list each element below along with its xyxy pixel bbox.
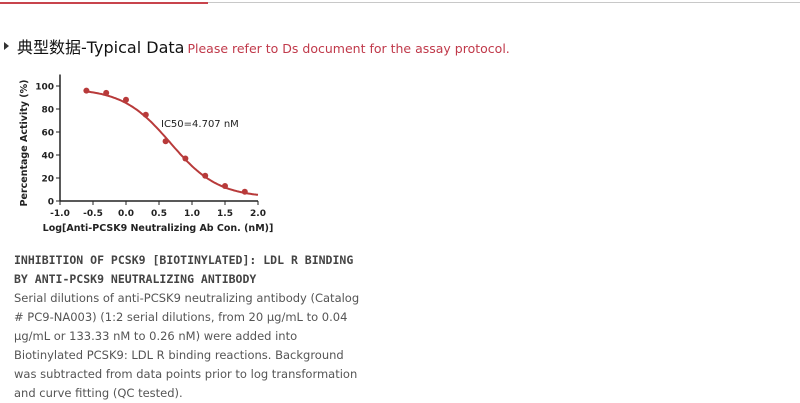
section-heading: 典型数据-Typical Data Please refer to Ds docu… — [4, 34, 510, 58]
figure-caption: INHIBITION OF PCSK9 [BIOTINYLATED]: LDL … — [14, 251, 364, 403]
data-point — [182, 155, 189, 162]
y-tick-label: 40 — [41, 152, 54, 162]
y-tick-label: 60 — [41, 129, 54, 139]
x-tick-label: -0.5 — [83, 209, 103, 219]
x-tick-label: -1.0 — [50, 209, 70, 219]
data-point — [222, 183, 228, 190]
data-point — [103, 89, 110, 96]
data-point — [123, 96, 129, 103]
bullet-triangle-icon — [4, 42, 9, 50]
fit-curve — [86, 90, 259, 196]
caption-body: Serial dilutions of anti-PCSK9 neutraliz… — [14, 291, 360, 400]
section-divider — [0, 2, 800, 3]
active-tab-indicator — [0, 2, 208, 4]
data-point — [202, 172, 209, 179]
y-tick-label: 80 — [41, 106, 54, 116]
x-tick-label: 1.5 — [217, 209, 233, 219]
data-point — [142, 111, 149, 118]
x-tick-label: 0.0 — [118, 209, 134, 219]
caption-title: INHIBITION OF PCSK9 [BIOTINYLATED]: LDL … — [14, 253, 354, 286]
y-axis-label: Percentage Activity (%) — [19, 80, 30, 207]
data-point — [83, 87, 90, 94]
x-tick-label: 1.0 — [184, 209, 200, 219]
y-tick-label: 0 — [48, 198, 54, 208]
x-tick-label: 2.0 — [250, 209, 266, 219]
y-tick-label: 100 — [35, 83, 54, 93]
dose-response-chart: 0 20 40 60 80 100 -1.0 -0.5 0.0 0.5 1.0 1.5 2.0 IC50… — [19, 74, 274, 234]
ic50-annotation: IC50=4.707 nM — [161, 119, 239, 130]
x-axis-label: Log[Anti-PCSK9 Neutralizing Ab Con. (nM)… — [43, 223, 274, 234]
data-point — [241, 188, 248, 195]
y-tick-label: 20 — [41, 175, 54, 185]
x-tick-label: 0.5 — [151, 209, 167, 219]
data-point — [162, 138, 169, 145]
section-title: 典型数据-Typical Data — [17, 38, 185, 57]
protocol-note: Please refer to Ds document for the assa… — [187, 41, 510, 56]
